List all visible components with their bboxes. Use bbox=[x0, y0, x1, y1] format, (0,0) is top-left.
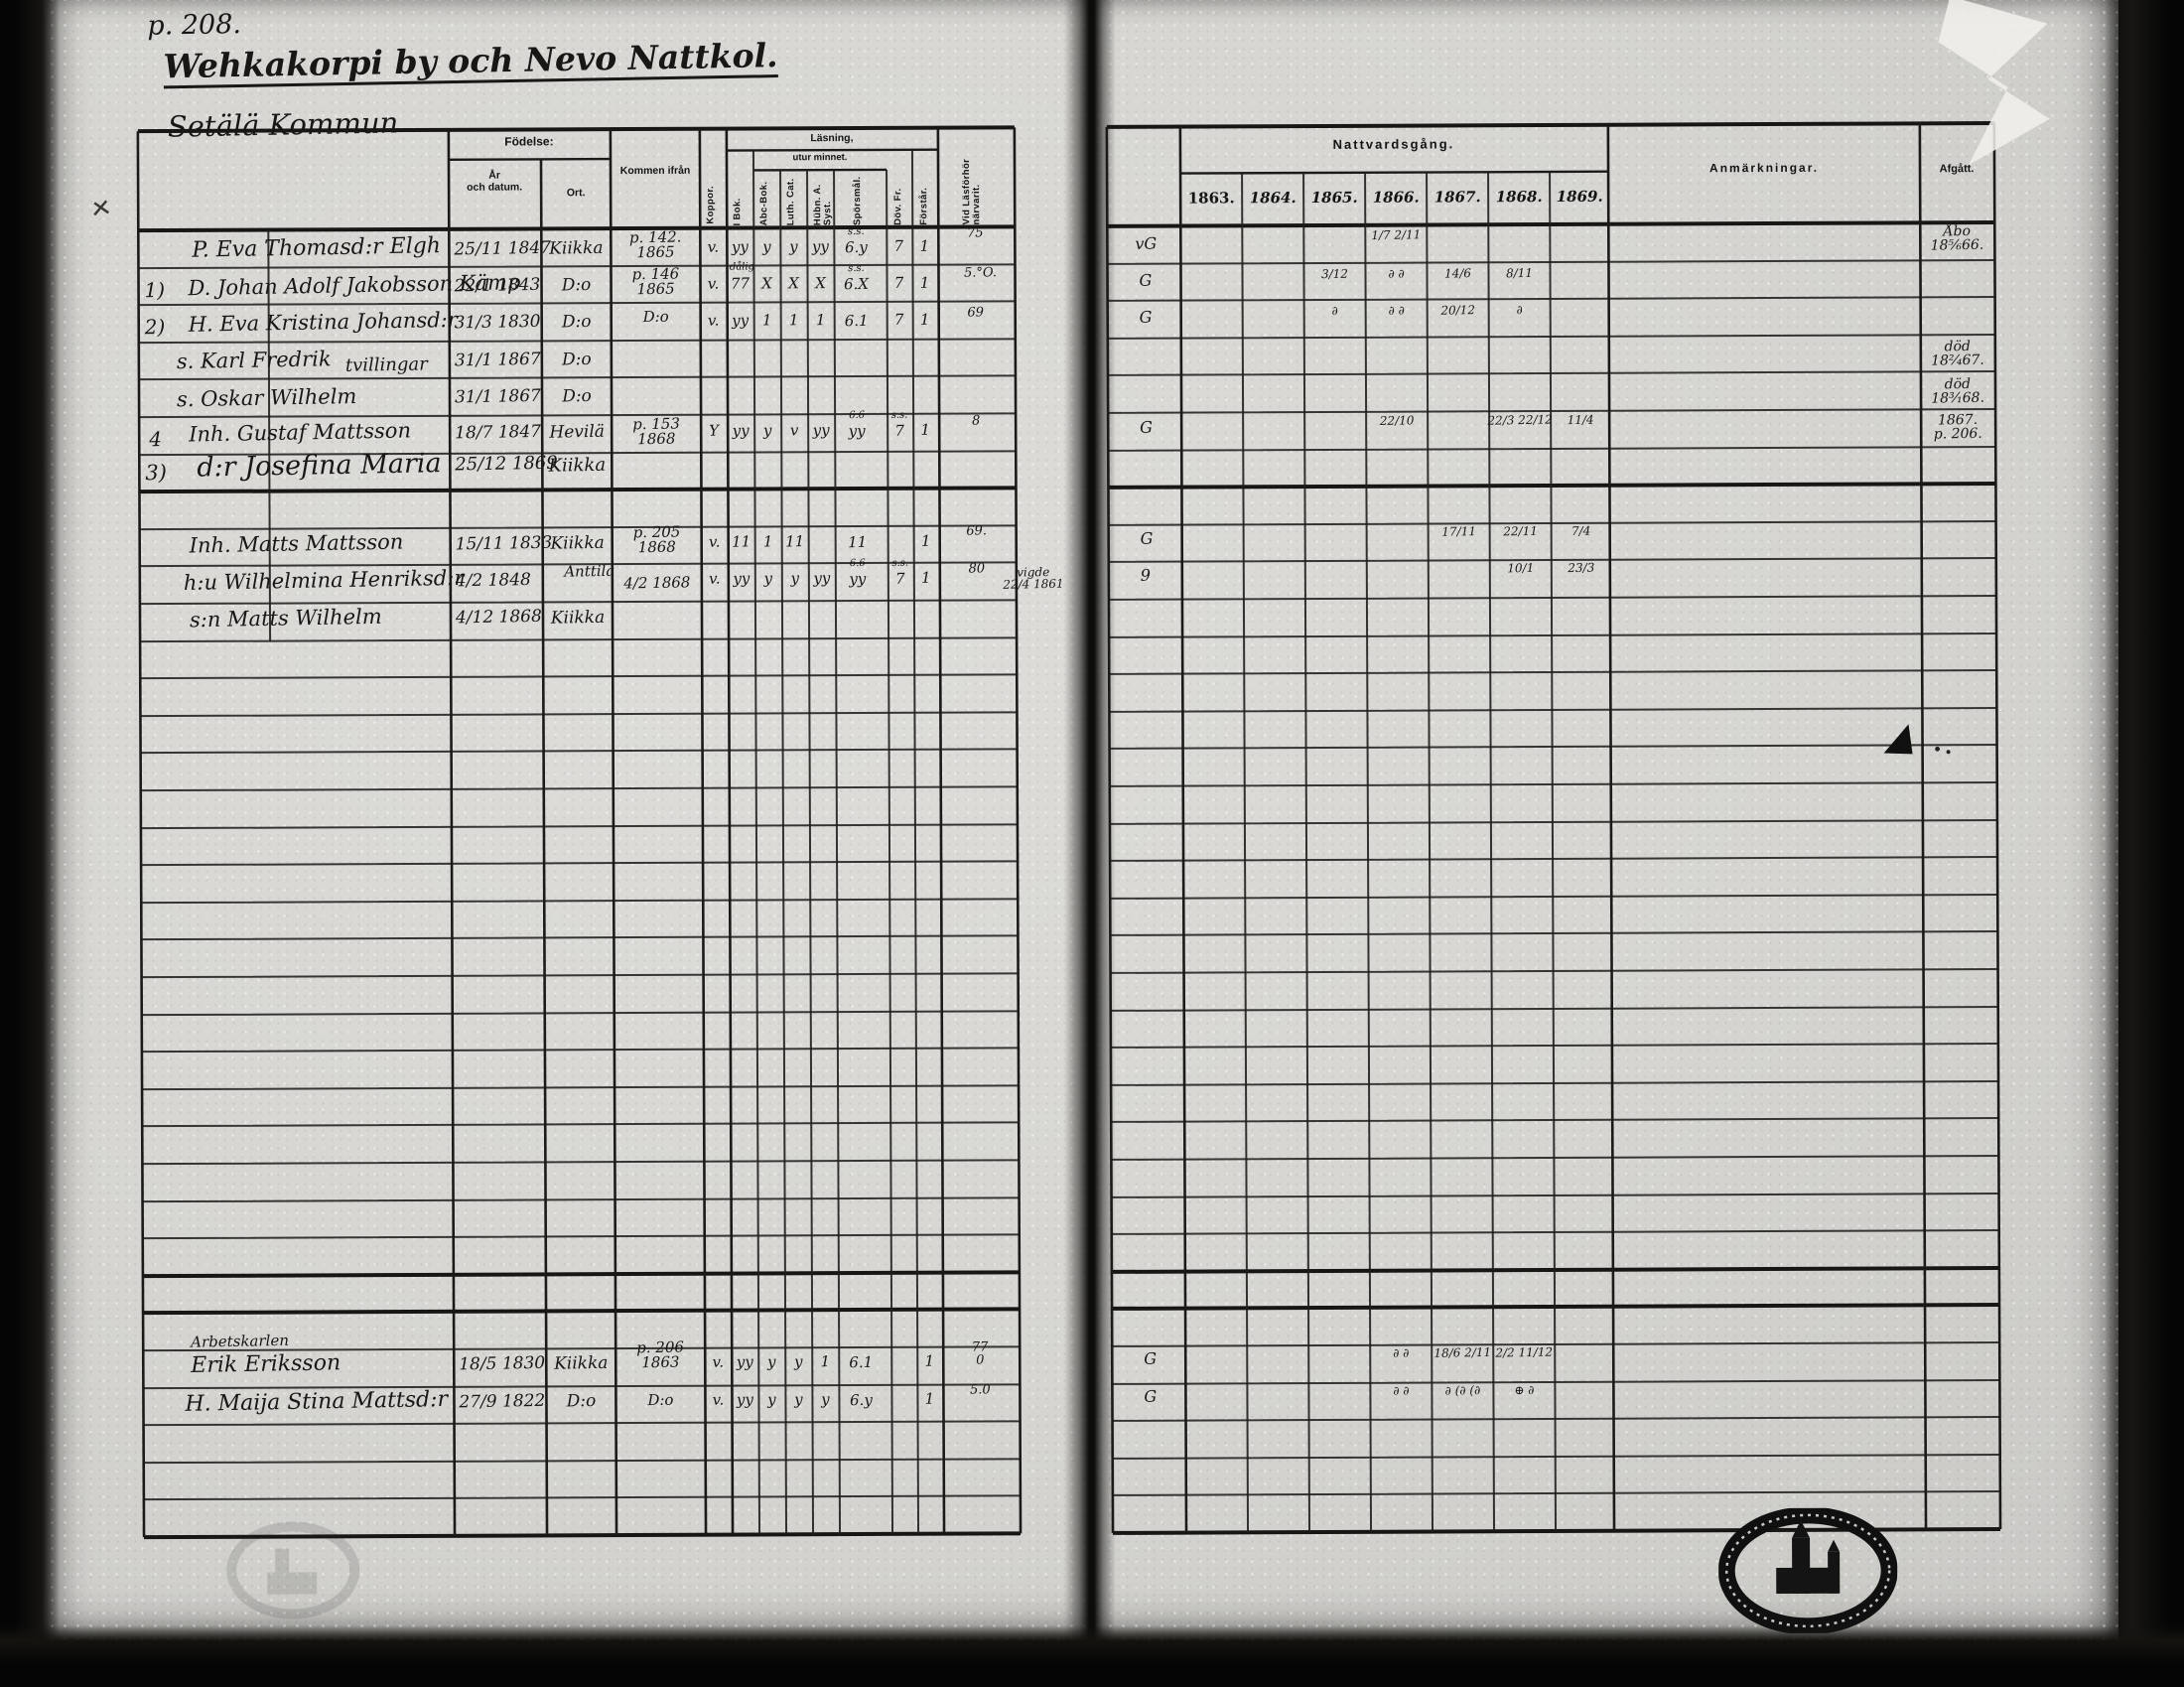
seal-side-spire bbox=[1828, 1539, 1841, 1552]
faint-stamp-tower bbox=[275, 1548, 290, 1595]
paper-crease bbox=[1938, 0, 2050, 166]
book-edge-right bbox=[2105, 0, 2184, 1687]
book-edge-bottom bbox=[0, 1625, 2184, 1687]
faint-stamp-nave bbox=[267, 1572, 318, 1595]
right-header-line bbox=[1180, 170, 1609, 175]
left-subcolumn-lines bbox=[267, 149, 920, 1535]
book-gutter bbox=[1064, 0, 1116, 1640]
seal-church-spire bbox=[1792, 1519, 1811, 1538]
book-edge-left bbox=[0, 0, 60, 1687]
faint-stamp-ring bbox=[226, 1521, 360, 1619]
seal-church-tower bbox=[1792, 1537, 1811, 1594]
right-year-column-lines bbox=[1241, 171, 1558, 1533]
left-column-lines bbox=[136, 127, 1023, 1538]
left-heavy-lines bbox=[137, 125, 1022, 1540]
parish-seal-stamp bbox=[1717, 1507, 1898, 1634]
seal-church-side-tower bbox=[1828, 1551, 1841, 1594]
seal-rim-text bbox=[1724, 1513, 1891, 1628]
ink-dot bbox=[1935, 746, 1940, 752]
ink-dot bbox=[1946, 750, 1951, 755]
left-row-lines bbox=[138, 263, 1021, 1501]
faint-offset-stamp bbox=[226, 1521, 360, 1619]
left-header-lines bbox=[448, 148, 938, 172]
ink-flag-mark bbox=[1883, 724, 1913, 755]
margin-scribble bbox=[93, 200, 109, 216]
